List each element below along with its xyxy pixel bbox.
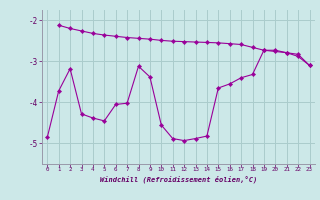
- X-axis label: Windchill (Refroidissement éolien,°C): Windchill (Refroidissement éolien,°C): [100, 175, 257, 183]
